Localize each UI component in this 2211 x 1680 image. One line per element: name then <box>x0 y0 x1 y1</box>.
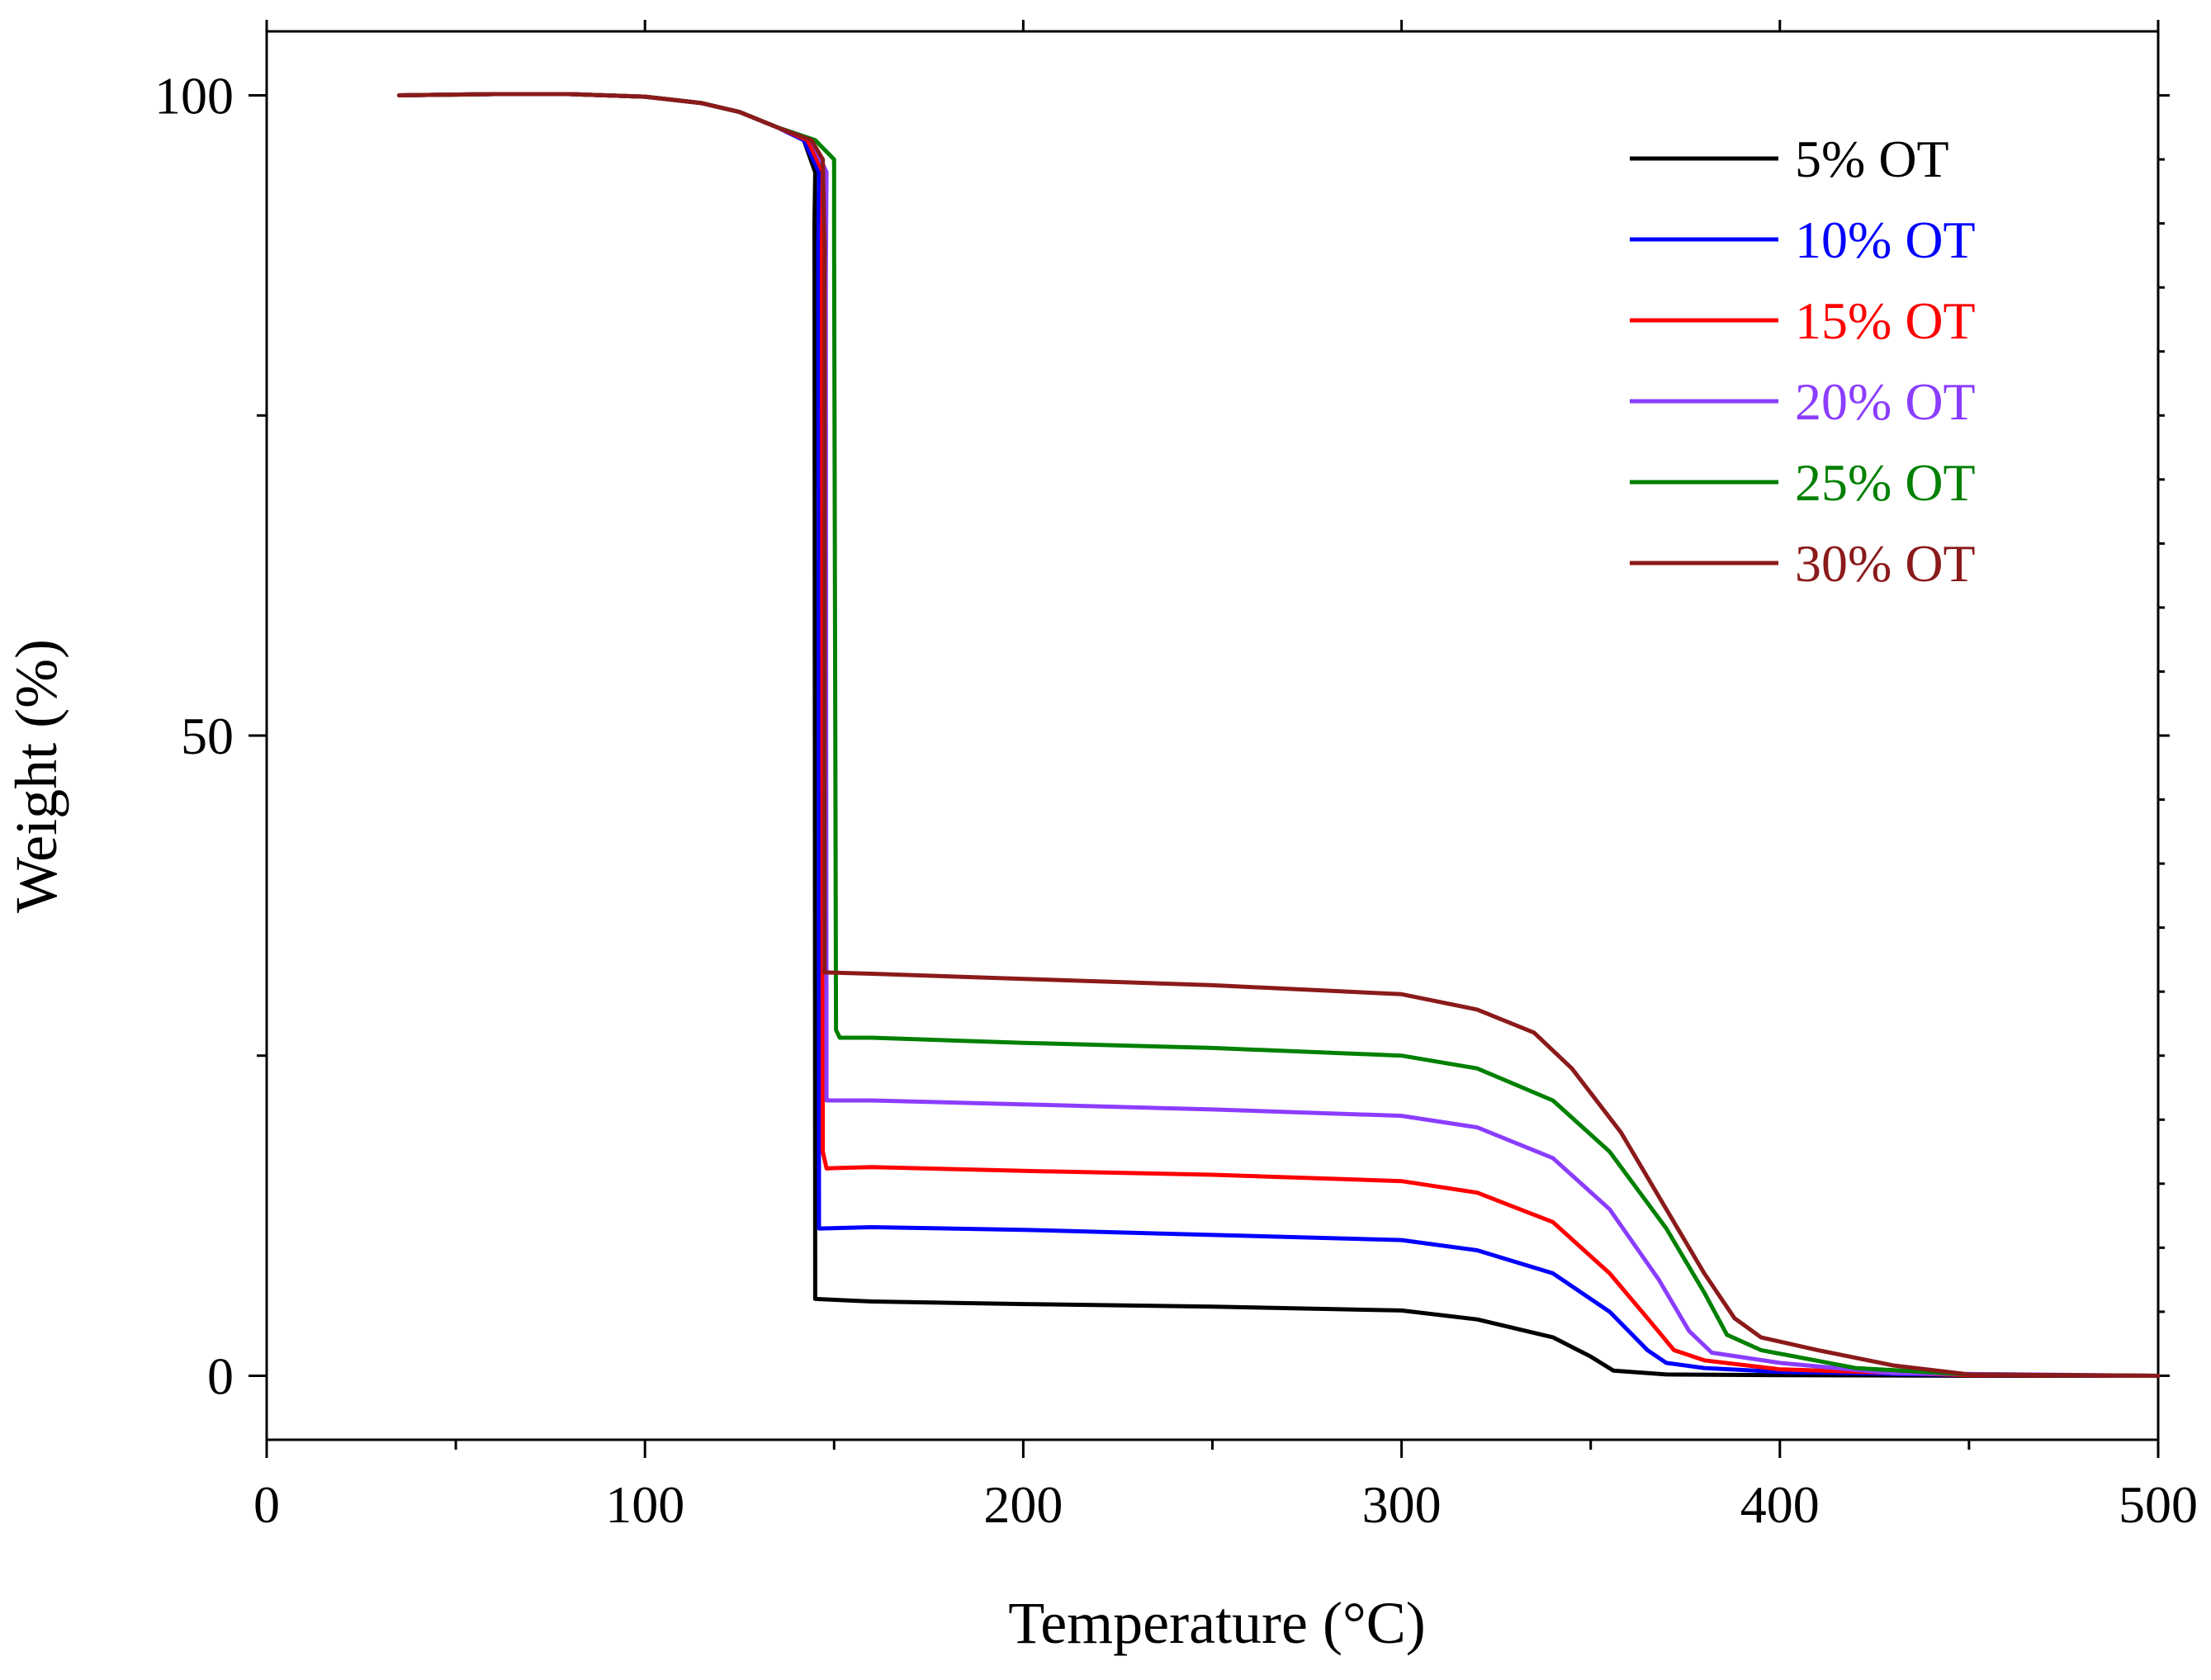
legend-label: 5% OT <box>1795 130 1949 188</box>
y-axis-title: Weight (%) <box>3 639 69 913</box>
series-line-30-ot <box>396 92 2161 1378</box>
x-tick-label: 400 <box>1740 1475 1820 1534</box>
legend-label: 10% OT <box>1795 211 1976 269</box>
x-tick-label: 100 <box>605 1475 684 1534</box>
legend-label: 15% OT <box>1795 291 1976 350</box>
y-tick-label: 0 <box>207 1346 234 1405</box>
ticks: 0 100 200 300 400 500 0 50 100 <box>154 20 2198 1534</box>
y-tick-label: 50 <box>181 707 234 765</box>
x-axis-title: Temperature (°C) <box>1008 1590 1426 1656</box>
series-line-5-ot <box>396 92 2161 1378</box>
x-tick-label: 300 <box>1362 1475 1442 1534</box>
x-tick-label: 500 <box>2119 1475 2198 1534</box>
x-tick-label: 0 <box>253 1475 280 1534</box>
legend-label: 25% OT <box>1795 453 1976 512</box>
series-group <box>396 92 2161 1378</box>
series-line-15-ot <box>396 92 2161 1378</box>
series-line-10-ot <box>396 92 2161 1378</box>
series-line-25-ot <box>396 92 2161 1378</box>
x-tick-label: 200 <box>983 1475 1063 1534</box>
series-line-20-ot <box>396 92 2161 1378</box>
legend: 5% OT 10% OT 15% OT 20% OT 25% OT 30% OT <box>1630 130 1976 593</box>
legend-label: 30% OT <box>1795 534 1976 593</box>
y-tick-label: 100 <box>154 67 234 125</box>
legend-label: 20% OT <box>1795 372 1976 431</box>
